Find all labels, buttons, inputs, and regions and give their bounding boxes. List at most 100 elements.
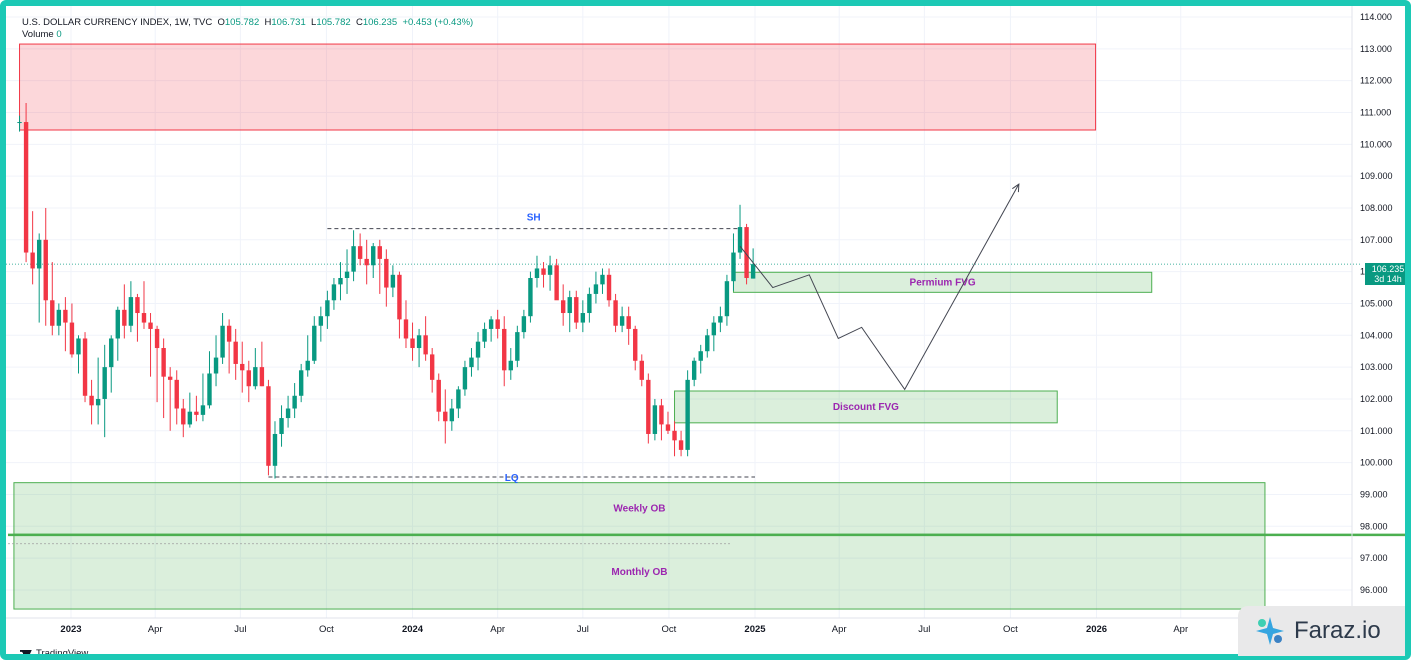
candle-body xyxy=(685,379,690,450)
candle-body xyxy=(698,351,703,361)
volume-row: Volume 0 xyxy=(22,29,62,40)
candle-body xyxy=(469,357,474,368)
y-tick-label: 108.000 xyxy=(1360,203,1393,213)
candle-body xyxy=(325,300,330,317)
zone-box xyxy=(674,390,1058,424)
candle-body xyxy=(593,284,599,294)
faraz-watermark: Faraz.io xyxy=(1238,606,1405,656)
y-tick-label: 111.000 xyxy=(1360,107,1391,117)
candle-body xyxy=(122,309,127,326)
x-tick-label: 2026 xyxy=(1086,624,1107,635)
close-label: C xyxy=(355,17,363,28)
annotation-label: SH xyxy=(527,213,541,224)
open-value: 105.782 xyxy=(224,17,260,28)
candle-body xyxy=(344,271,350,279)
y-tick-label: 109.000 xyxy=(1360,171,1393,181)
bar-countdown: 3d 14h xyxy=(1374,274,1402,284)
candle-body xyxy=(259,367,265,387)
candle-body xyxy=(272,433,278,466)
candle-body xyxy=(305,360,310,371)
candle-body xyxy=(246,370,251,387)
candle-body xyxy=(397,274,402,320)
candle-body xyxy=(600,274,605,285)
annotation-label: LQ xyxy=(505,473,519,484)
y-tick-label: 99.000 xyxy=(1360,489,1388,499)
candle-body xyxy=(724,281,730,317)
low-label: L xyxy=(311,17,317,28)
candle-body xyxy=(423,335,428,355)
x-tick-label: Apr xyxy=(1173,624,1188,635)
candle-body xyxy=(619,316,625,326)
y-tick-label: 104.000 xyxy=(1360,330,1393,340)
candle-body xyxy=(285,408,291,419)
price-chart[interactable]: Permium FVG Discount FVG Weekly OB Monthly … xyxy=(6,6,1405,654)
candle-body xyxy=(403,319,409,339)
y-tick-label: 103.000 xyxy=(1360,362,1393,372)
candle-body xyxy=(678,440,684,450)
candle-body xyxy=(547,265,553,275)
candle-body xyxy=(102,367,107,399)
candle-body xyxy=(82,338,88,396)
candle-body xyxy=(220,325,225,358)
x-tick-label: Jul xyxy=(234,624,246,635)
tradingview-logo[interactable]: TradingView xyxy=(20,648,88,654)
candle-body xyxy=(357,246,363,259)
candle-body xyxy=(95,398,101,406)
x-tick-label: Jul xyxy=(918,624,930,635)
low-value: 105.782 xyxy=(316,17,351,28)
x-tick-label: Jul xyxy=(577,624,589,635)
candle-body xyxy=(23,122,29,253)
candle-body xyxy=(652,405,658,434)
candle-body xyxy=(554,265,559,301)
candle-body xyxy=(508,360,513,371)
candle-body xyxy=(109,338,114,368)
faraz-logo-icon xyxy=(1256,617,1284,645)
candle-body xyxy=(534,268,540,279)
candle-body xyxy=(711,322,717,336)
candle-body xyxy=(521,316,527,333)
projection-arrowhead xyxy=(1012,183,1020,193)
zone-label: Monthly OB xyxy=(611,567,667,578)
x-tick-label: Apr xyxy=(148,624,163,635)
candle-body xyxy=(672,430,677,441)
high-label: H xyxy=(264,17,272,28)
candle-body xyxy=(429,354,435,380)
y-tick-label: 113.000 xyxy=(1360,44,1392,54)
candle-body xyxy=(462,367,468,390)
open-label: O xyxy=(217,17,225,28)
candle-body xyxy=(161,348,166,377)
candle-body xyxy=(495,319,500,329)
candle-body xyxy=(377,246,382,259)
candle-body xyxy=(626,316,631,329)
x-tick-label: Apr xyxy=(832,624,847,635)
zone-box xyxy=(13,534,1266,610)
candle-body xyxy=(750,264,756,279)
candle-body xyxy=(181,408,186,425)
candle-body xyxy=(167,376,173,380)
candle-body xyxy=(253,367,258,387)
candle-body xyxy=(141,313,147,323)
candle-body xyxy=(606,274,612,301)
symbol-label: U.S. DOLLAR CURRENCY INDEX, 1W, TVC xyxy=(22,17,213,28)
candle-body xyxy=(416,335,422,349)
candle-body xyxy=(187,411,193,425)
candle-body xyxy=(76,338,81,355)
candle-body xyxy=(659,405,664,425)
high-value: 106.731 xyxy=(271,17,306,28)
candle-body xyxy=(279,418,284,434)
candle-body xyxy=(665,424,671,431)
candle-body xyxy=(456,389,461,409)
candle-body xyxy=(331,284,337,301)
candle-body xyxy=(56,309,62,326)
candle-body xyxy=(560,300,566,314)
x-tick-label: Oct xyxy=(1003,624,1018,635)
candle-body xyxy=(488,319,494,329)
y-tick-label: 96.000 xyxy=(1360,585,1388,595)
candle-body xyxy=(705,335,710,352)
candle-body xyxy=(154,328,160,349)
candle-body xyxy=(69,322,75,355)
candle-body xyxy=(633,328,638,361)
candle-body xyxy=(744,227,749,279)
candle-body xyxy=(613,300,618,326)
